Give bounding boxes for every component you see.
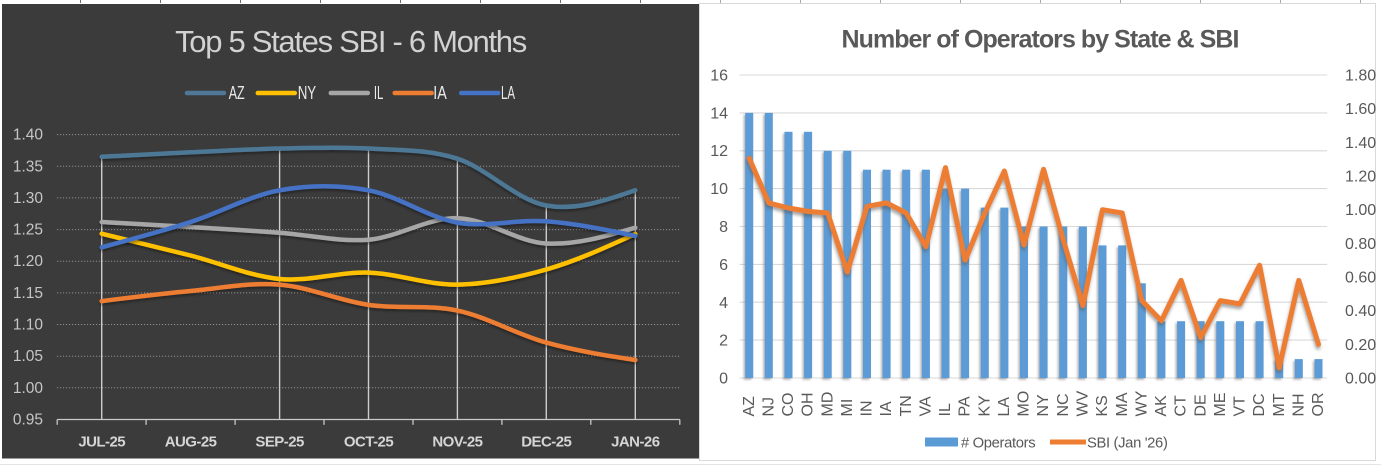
svg-text:0.80: 0.80 — [1345, 236, 1376, 253]
svg-text:14: 14 — [710, 105, 728, 122]
svg-text:KY: KY — [976, 395, 993, 417]
svg-text:AZ: AZ — [229, 83, 245, 103]
svg-text:DE: DE — [1192, 394, 1209, 416]
svg-text:0.00: 0.00 — [1345, 371, 1376, 388]
svg-text:1.05: 1.05 — [13, 348, 43, 365]
svg-text:AUG-25: AUG-25 — [165, 434, 217, 451]
svg-text:JAN-26: JAN-26 — [611, 434, 660, 451]
svg-text:TN: TN — [898, 395, 915, 416]
svg-text:1.40: 1.40 — [1345, 135, 1376, 152]
svg-text:1.60: 1.60 — [1345, 101, 1376, 118]
svg-text:CT: CT — [1173, 395, 1190, 417]
svg-text:SBI (Jan '26): SBI (Jan '26) — [1087, 436, 1168, 452]
svg-text:WV: WV — [1075, 390, 1092, 416]
svg-text:0.95: 0.95 — [13, 412, 43, 429]
svg-text:1.20: 1.20 — [1345, 169, 1376, 186]
svg-text:IN: IN — [859, 401, 876, 417]
svg-text:AZ: AZ — [741, 396, 758, 417]
svg-text:DEC-25: DEC-25 — [521, 434, 571, 451]
svg-text:LA: LA — [996, 397, 1013, 417]
svg-text:VT: VT — [1232, 396, 1249, 417]
svg-text:OH: OH — [800, 393, 817, 417]
svg-text:10: 10 — [710, 181, 728, 198]
svg-text:WY: WY — [1133, 390, 1150, 416]
svg-text:NJ: NJ — [760, 397, 777, 417]
svg-text:0.40: 0.40 — [1345, 303, 1376, 320]
svg-text:1.15: 1.15 — [13, 285, 43, 302]
svg-text:1.20: 1.20 — [13, 253, 44, 270]
svg-text:MA: MA — [1114, 392, 1131, 416]
svg-text:1.25: 1.25 — [13, 222, 43, 239]
svg-text:ME: ME — [1212, 393, 1229, 417]
svg-text:NH: NH — [1290, 393, 1307, 416]
svg-text:OR: OR — [1310, 393, 1327, 417]
svg-text:16: 16 — [710, 68, 728, 85]
svg-text:IA: IA — [878, 401, 895, 416]
svg-text:NY: NY — [298, 83, 317, 103]
svg-text:VA: VA — [918, 396, 935, 416]
svg-text:PA: PA — [957, 396, 974, 416]
svg-text:1.30: 1.30 — [13, 190, 44, 207]
svg-text:NC: NC — [1055, 393, 1072, 416]
svg-text:Number of Operators by State &: Number of Operators by State & SBI — [842, 26, 1239, 54]
svg-text:MD: MD — [819, 392, 836, 417]
svg-text:1.40: 1.40 — [13, 127, 44, 144]
svg-text:KS: KS — [1094, 395, 1111, 416]
svg-text:6: 6 — [719, 257, 728, 274]
svg-text:0.60: 0.60 — [1345, 270, 1376, 287]
svg-text:IL: IL — [374, 83, 384, 103]
svg-text:IL: IL — [937, 403, 954, 416]
svg-text:1.00: 1.00 — [1345, 202, 1376, 219]
svg-text:IA: IA — [433, 83, 447, 103]
svg-text:4: 4 — [719, 295, 728, 312]
svg-text:SEP-25: SEP-25 — [255, 434, 304, 451]
svg-text:MO: MO — [1016, 391, 1033, 417]
svg-text:0: 0 — [719, 371, 728, 388]
svg-text:LA: LA — [501, 83, 516, 103]
svg-text:MT: MT — [1271, 393, 1288, 416]
svg-text:1.10: 1.10 — [13, 317, 44, 334]
svg-text:OCT-25: OCT-25 — [344, 434, 393, 451]
svg-text:0.20: 0.20 — [1345, 337, 1376, 354]
svg-text:MI: MI — [839, 399, 856, 417]
svg-text:AK: AK — [1153, 395, 1170, 417]
svg-text:# Operators: # Operators — [961, 436, 1035, 452]
svg-text:12: 12 — [710, 143, 728, 160]
svg-text:NOV-25: NOV-25 — [432, 434, 482, 451]
svg-text:2: 2 — [719, 333, 728, 350]
svg-text:CO: CO — [780, 393, 797, 417]
svg-text:JUL-25: JUL-25 — [78, 434, 125, 451]
svg-text:1.00: 1.00 — [13, 380, 44, 397]
svg-text:DC: DC — [1251, 393, 1268, 416]
svg-text:NY: NY — [1035, 394, 1052, 417]
svg-text:1.35: 1.35 — [13, 158, 43, 175]
svg-text:1.80: 1.80 — [1345, 68, 1376, 85]
svg-text:8: 8 — [719, 219, 728, 236]
svg-text:Top 5 States SBI - 6 Months: Top 5 States SBI - 6 Months — [175, 24, 527, 59]
